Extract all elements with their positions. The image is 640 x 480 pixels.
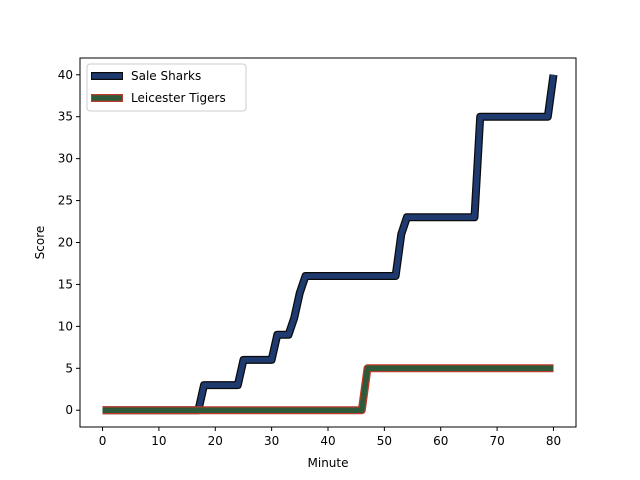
- y-tick-label: 30: [58, 152, 73, 166]
- x-tick-label: 50: [377, 434, 392, 448]
- y-tick-label: 40: [58, 68, 73, 82]
- y-axis-title: Score: [33, 226, 47, 260]
- y-tick-label: 0: [65, 403, 73, 417]
- y-tick-label: 5: [65, 361, 73, 375]
- x-tick-label: 60: [433, 434, 448, 448]
- plot-lines: [102, 74, 558, 415]
- x-tick-label: 30: [264, 434, 279, 448]
- y-tick-label: 15: [58, 277, 73, 291]
- x-axis-ticks: 0 10 20 30 40 50 60 70 80: [99, 427, 561, 448]
- legend-items: Sale Sharks Leicester Tigers: [91, 69, 226, 105]
- series-line-outline-leicester-tigers: [102, 364, 554, 415]
- legend-label-sale-sharks: Sale Sharks: [131, 69, 201, 83]
- series-line-outline-sale-sharks: [102, 74, 558, 415]
- x-tick-label: 10: [151, 434, 166, 448]
- series-line-sale-sharks: [102, 74, 557, 413]
- legend-box: [86, 63, 247, 112]
- y-tick-label: 25: [58, 194, 73, 208]
- x-tick-label: 40: [320, 434, 335, 448]
- y-axis-ticks: 0 5 10 15 20 25 30 35 40: [58, 68, 80, 417]
- x-tick-label: 70: [489, 434, 504, 448]
- series-line-leicester-tigers: [102, 365, 554, 413]
- x-tick-label: 20: [208, 434, 223, 448]
- y-tick-label: 35: [58, 110, 73, 124]
- x-tick-label: 0: [99, 434, 107, 448]
- legend: Sale Sharks Leicester Tigers: [86, 63, 247, 112]
- x-tick-label: 80: [546, 434, 561, 448]
- y-tick-label: 20: [58, 236, 73, 250]
- y-tick-label: 10: [58, 319, 73, 333]
- legend-label-leicester-tigers: Leicester Tigers: [131, 91, 226, 105]
- x-axis-title: Minute: [308, 456, 349, 470]
